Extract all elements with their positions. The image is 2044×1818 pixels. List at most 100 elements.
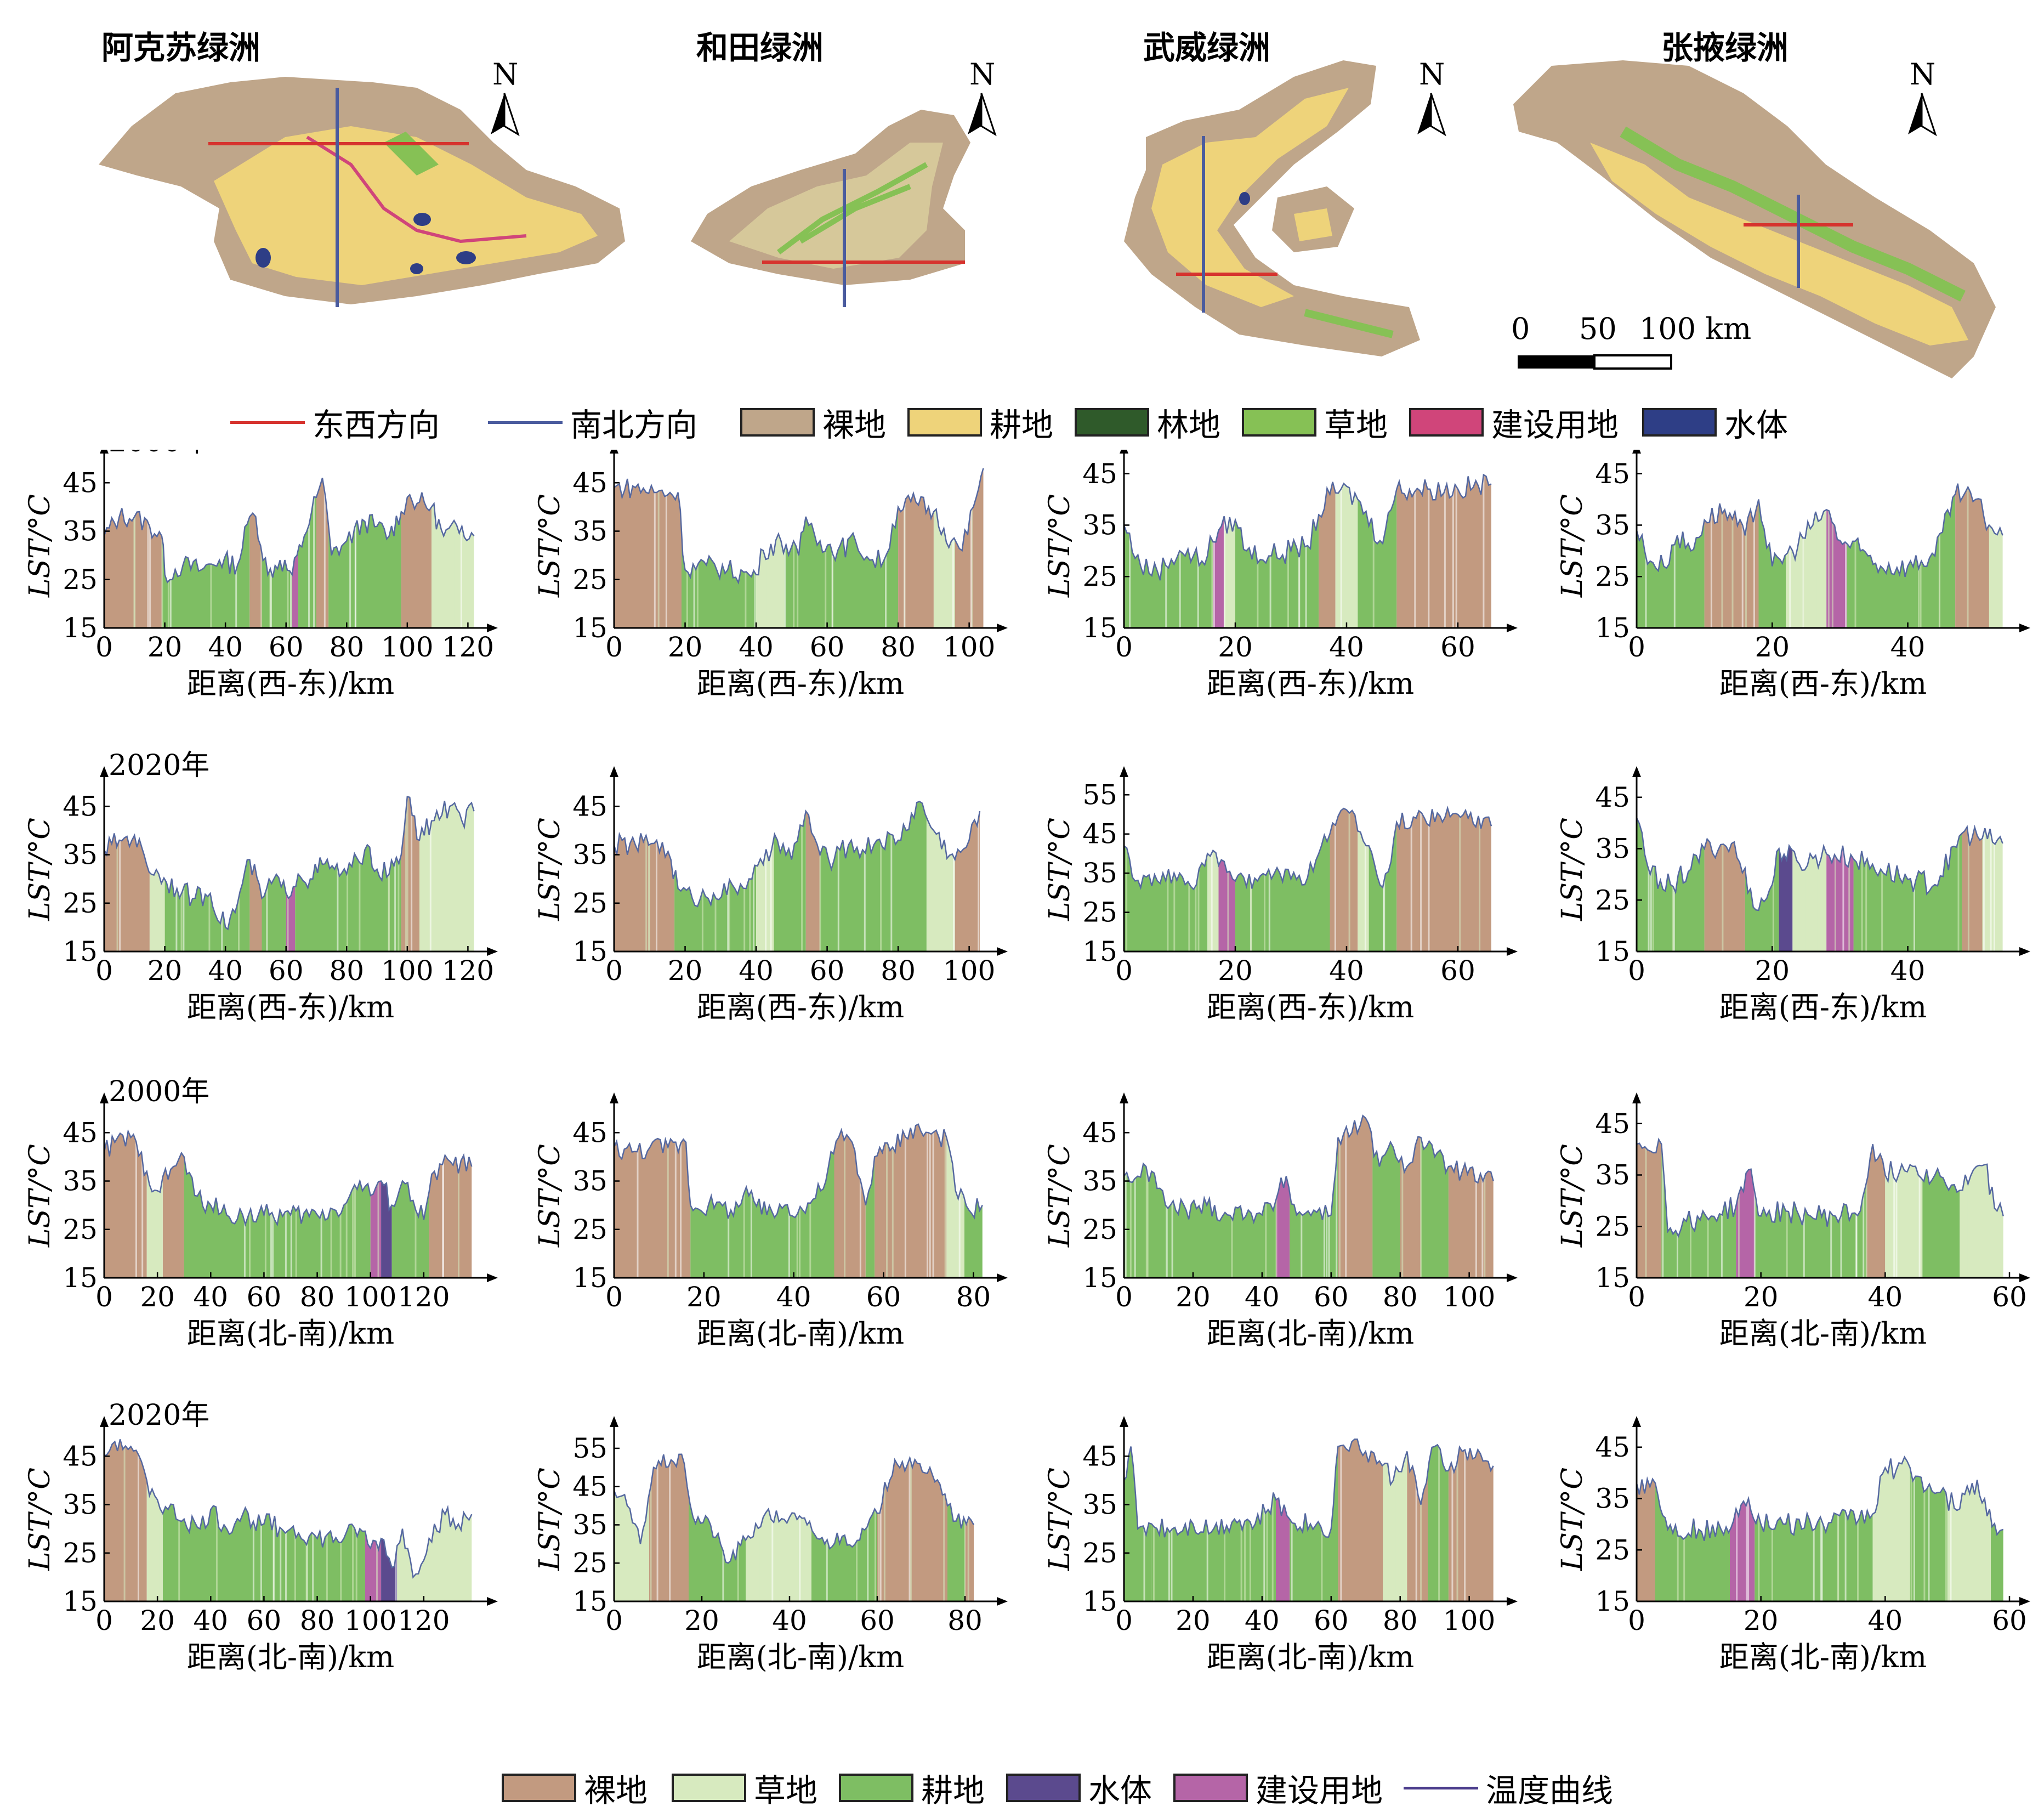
landcover-stripe (1855, 1139, 1858, 1278)
landcover-stripe (1305, 474, 1307, 628)
legend-swatch (1409, 408, 1484, 437)
y-axis-label: LST/°C (1043, 494, 1076, 598)
landcover-stripe (312, 1439, 314, 1601)
landcover-stripe (330, 1131, 332, 1278)
landcover-stripe (1893, 1139, 1895, 1278)
landcover-stripe (377, 1131, 379, 1278)
x-tick-label: 60 (1992, 1605, 2027, 1636)
x-tick-label: 60 (247, 1281, 282, 1313)
landcover-stripe (1195, 808, 1197, 952)
landcover-stripe (1464, 1439, 1466, 1601)
x-axis-label: 距离(西-东)/km (1207, 666, 1415, 701)
y-axis-label: LST/°C (533, 494, 566, 598)
year-label: 2020年 (109, 749, 209, 782)
landcover-stripe (1913, 1457, 1915, 1601)
landcover-stripe (799, 1124, 801, 1278)
landcover-segment-farm (690, 1124, 834, 1278)
x-axis-label: 距离(北-南)/km (697, 1640, 905, 1674)
landcover-stripe (252, 1439, 254, 1601)
y-tick-label: 35 (572, 516, 607, 547)
landcover-segment-urban (1218, 808, 1235, 952)
landcover-stripe (345, 1131, 348, 1278)
y-tick-label: 45 (1595, 1431, 1630, 1463)
x-axis-arrow-icon (2019, 1273, 2030, 1282)
landcover-stripe (1125, 1115, 1127, 1278)
x-tick-label: 20 (1176, 1605, 1211, 1636)
y-axis-label: LST/°C (24, 818, 56, 921)
landcover-stripe (1326, 1115, 1328, 1278)
legend-label: 温度曲线 (1486, 1772, 1614, 1809)
landcover-stripe (1975, 1457, 1977, 1601)
legend-item-ew-line: 东西方向 (230, 400, 440, 444)
landcover-stripe (831, 468, 833, 628)
landcover-stripe (1802, 483, 1804, 628)
landcover-segment-bare (955, 801, 980, 952)
landcover-stripe (1813, 1457, 1815, 1601)
y-tick-label: 25 (1082, 897, 1117, 928)
oasis-maps-panel (99, 60, 1996, 378)
landcover-stripe (1484, 1115, 1486, 1278)
landcover-stripe (880, 801, 882, 952)
landcover-stripe (305, 1439, 308, 1601)
landcover-segment-farm (262, 796, 286, 952)
y-tick-label: 15 (1595, 612, 1630, 644)
landcover-segment-grass (1885, 1139, 1923, 1278)
landcover-area-group (1637, 818, 2003, 952)
landcover-stripe (429, 796, 431, 952)
landcover-stripe (167, 478, 169, 628)
landcover-segment-bare (1637, 1139, 1662, 1278)
landcover-segment-grass (946, 1124, 965, 1278)
y-axis-arrow-icon (1632, 450, 1641, 454)
x-tick-label: 40 (1868, 1281, 1903, 1313)
y-axis-arrow-icon (1120, 766, 1128, 777)
x-tick-label: 80 (956, 1281, 991, 1313)
landcover-stripe (883, 1454, 885, 1601)
x-axis-label: 距离(西-东)/km (697, 666, 905, 701)
landcover-stripe (1815, 483, 1817, 628)
y-tick-label: 25 (572, 887, 607, 919)
landcover-stripe (701, 801, 703, 952)
x-tick-label: 20 (147, 955, 183, 987)
landcover-stripe (1348, 808, 1350, 952)
landcover-stripe (1842, 818, 1844, 952)
legend-swatch (1075, 408, 1149, 437)
landcover-stripe (1821, 1457, 1823, 1601)
y-tick-label: 25 (572, 564, 607, 596)
landcover-stripe (1145, 1115, 1148, 1278)
landcover-stripe (134, 478, 136, 628)
landcover-stripe (1741, 483, 1744, 628)
landcover-stripe (1967, 1139, 1969, 1278)
y-axis-arrow-icon (610, 1092, 618, 1103)
x-axis-label: 距离(北-南)/km (1719, 1640, 1927, 1674)
legend-item-temperature-curve: 温度曲线 (1404, 1766, 1613, 1810)
landcover-stripe (1983, 818, 1985, 952)
x-tick-label: 0 (95, 1281, 113, 1313)
y-tick-label: 45 (1595, 458, 1630, 490)
landcover-stripe (1831, 483, 1833, 628)
y-tick-label: 25 (63, 564, 98, 596)
landcover-stripe (953, 801, 955, 952)
y-tick-label: 15 (572, 612, 607, 644)
y-axis-arrow-icon (1632, 1416, 1641, 1427)
landcover-stripe (266, 796, 268, 952)
landcover-stripe (235, 478, 237, 628)
landcover-stripe (1211, 808, 1213, 952)
landcover-stripe (180, 796, 183, 952)
temperature-curve (1636, 817, 2003, 911)
landcover-stripe (770, 801, 772, 952)
landcover-stripe (1652, 818, 1654, 952)
landcover-stripe (1301, 1115, 1303, 1278)
map-wuwei (1124, 60, 1420, 356)
temperature-curve (1123, 473, 1492, 581)
x-axis-label: 距离(西-东)/km (187, 666, 395, 701)
y-axis-label: LST/°C (1556, 494, 1589, 598)
landcover-stripe (1483, 474, 1485, 628)
x-axis-arrow-icon (1507, 947, 1518, 956)
landcover-stripe (1231, 1115, 1233, 1278)
landcover-stripe (1957, 818, 1960, 952)
y-tick-label: 35 (63, 1489, 98, 1521)
legend-swatch (1642, 408, 1717, 437)
landcover-stripe (1914, 818, 1915, 952)
temperature-curve (613, 1453, 975, 1564)
y-tick-label: 25 (63, 1214, 98, 1245)
